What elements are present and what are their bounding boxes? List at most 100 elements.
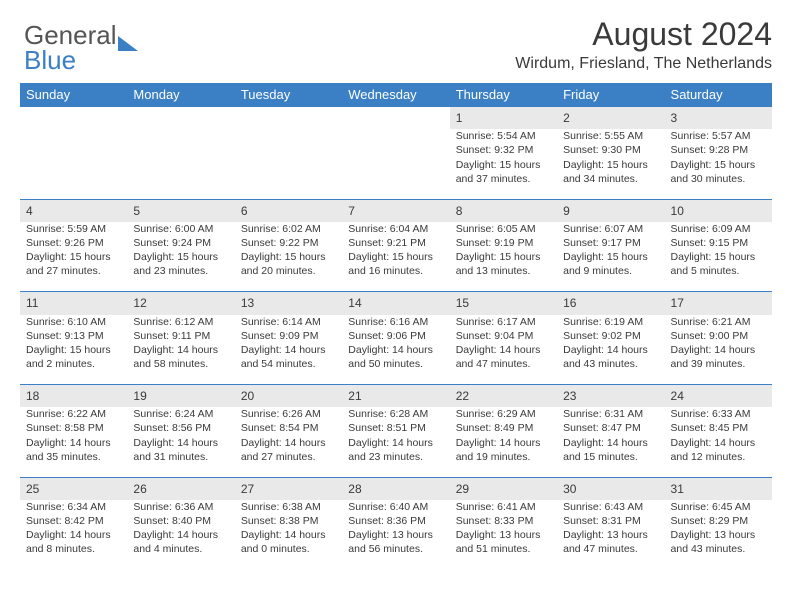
day-number-cell [20, 107, 127, 130]
daylight-line: Daylight: 13 hours and 51 minutes. [456, 528, 551, 556]
day-number-cell: 14 [342, 292, 449, 315]
sunset-line: Sunset: 9:24 PM [133, 236, 228, 250]
calendar-table: SundayMondayTuesdayWednesdayThursdayFrid… [20, 83, 772, 570]
day-detail-cell: Sunrise: 6:43 AMSunset: 8:31 PMDaylight:… [557, 500, 664, 570]
day-detail-cell: Sunrise: 6:04 AMSunset: 9:21 PMDaylight:… [342, 222, 449, 292]
sunrise-line: Sunrise: 6:16 AM [348, 315, 443, 329]
day-header: Saturday [665, 83, 772, 107]
daylight-line: Daylight: 15 hours and 20 minutes. [241, 250, 336, 278]
day-detail-cell: Sunrise: 5:55 AMSunset: 9:30 PMDaylight:… [557, 129, 664, 199]
month-title: August 2024 [515, 16, 772, 53]
daylight-line: Daylight: 14 hours and 43 minutes. [563, 343, 658, 371]
day-number-row: 45678910 [20, 199, 772, 222]
sunset-line: Sunset: 8:36 PM [348, 514, 443, 528]
daylight-line: Daylight: 15 hours and 37 minutes. [456, 158, 551, 186]
daylight-line: Daylight: 15 hours and 27 minutes. [26, 250, 121, 278]
sunset-line: Sunset: 8:49 PM [456, 421, 551, 435]
sunrise-line: Sunrise: 6:10 AM [26, 315, 121, 329]
sunset-line: Sunset: 8:40 PM [133, 514, 228, 528]
day-detail-cell: Sunrise: 6:12 AMSunset: 9:11 PMDaylight:… [127, 315, 234, 385]
day-detail-row: Sunrise: 6:10 AMSunset: 9:13 PMDaylight:… [20, 315, 772, 385]
day-number-cell: 16 [557, 292, 664, 315]
daylight-line: Daylight: 14 hours and 47 minutes. [456, 343, 551, 371]
day-number-cell: 7 [342, 199, 449, 222]
day-number-cell: 4 [20, 199, 127, 222]
sunrise-line: Sunrise: 5:57 AM [671, 129, 766, 143]
day-of-week-row: SundayMondayTuesdayWednesdayThursdayFrid… [20, 83, 772, 107]
day-header: Thursday [450, 83, 557, 107]
day-detail-row: Sunrise: 6:22 AMSunset: 8:58 PMDaylight:… [20, 407, 772, 477]
day-number-cell: 30 [557, 477, 664, 500]
sunset-line: Sunset: 8:54 PM [241, 421, 336, 435]
sunrise-line: Sunrise: 6:45 AM [671, 500, 766, 514]
day-header: Tuesday [235, 83, 342, 107]
day-number-cell: 22 [450, 385, 557, 408]
day-detail-cell: Sunrise: 6:36 AMSunset: 8:40 PMDaylight:… [127, 500, 234, 570]
day-detail-cell: Sunrise: 6:28 AMSunset: 8:51 PMDaylight:… [342, 407, 449, 477]
sunrise-line: Sunrise: 6:34 AM [26, 500, 121, 514]
sunrise-line: Sunrise: 6:31 AM [563, 407, 658, 421]
day-detail-cell: Sunrise: 6:33 AMSunset: 8:45 PMDaylight:… [665, 407, 772, 477]
day-detail-cell: Sunrise: 6:05 AMSunset: 9:19 PMDaylight:… [450, 222, 557, 292]
day-number-cell: 29 [450, 477, 557, 500]
day-detail-cell [127, 129, 234, 199]
daylight-line: Daylight: 14 hours and 0 minutes. [241, 528, 336, 556]
sunrise-line: Sunrise: 6:33 AM [671, 407, 766, 421]
day-number-row: 11121314151617 [20, 292, 772, 315]
calendar-body: 123Sunrise: 5:54 AMSunset: 9:32 PMDaylig… [20, 107, 772, 570]
sunset-line: Sunset: 9:19 PM [456, 236, 551, 250]
day-detail-cell: Sunrise: 6:14 AMSunset: 9:09 PMDaylight:… [235, 315, 342, 385]
sunset-line: Sunset: 8:56 PM [133, 421, 228, 435]
sunset-line: Sunset: 9:28 PM [671, 143, 766, 157]
day-number-cell: 23 [557, 385, 664, 408]
sunrise-line: Sunrise: 6:40 AM [348, 500, 443, 514]
sunset-line: Sunset: 8:31 PM [563, 514, 658, 528]
sunrise-line: Sunrise: 6:14 AM [241, 315, 336, 329]
day-detail-cell: Sunrise: 6:16 AMSunset: 9:06 PMDaylight:… [342, 315, 449, 385]
day-detail-cell: Sunrise: 6:40 AMSunset: 8:36 PMDaylight:… [342, 500, 449, 570]
sunset-line: Sunset: 9:15 PM [671, 236, 766, 250]
day-detail-cell [20, 129, 127, 199]
daylight-line: Daylight: 15 hours and 16 minutes. [348, 250, 443, 278]
daylight-line: Daylight: 14 hours and 12 minutes. [671, 436, 766, 464]
day-number-cell: 3 [665, 107, 772, 130]
sunrise-line: Sunrise: 6:21 AM [671, 315, 766, 329]
sunrise-line: Sunrise: 6:36 AM [133, 500, 228, 514]
day-number-cell: 10 [665, 199, 772, 222]
daylight-line: Daylight: 15 hours and 9 minutes. [563, 250, 658, 278]
sunrise-line: Sunrise: 5:55 AM [563, 129, 658, 143]
sunset-line: Sunset: 9:26 PM [26, 236, 121, 250]
day-number-cell: 27 [235, 477, 342, 500]
sunset-line: Sunset: 9:02 PM [563, 329, 658, 343]
day-number-cell: 2 [557, 107, 664, 130]
sunrise-line: Sunrise: 6:24 AM [133, 407, 228, 421]
day-detail-cell: Sunrise: 6:00 AMSunset: 9:24 PMDaylight:… [127, 222, 234, 292]
title-block: August 2024 Wirdum, Friesland, The Nethe… [515, 16, 772, 73]
sunset-line: Sunset: 8:47 PM [563, 421, 658, 435]
day-header: Wednesday [342, 83, 449, 107]
day-detail-cell: Sunrise: 6:41 AMSunset: 8:33 PMDaylight:… [450, 500, 557, 570]
day-number-cell [342, 107, 449, 130]
sunset-line: Sunset: 9:04 PM [456, 329, 551, 343]
daylight-line: Daylight: 14 hours and 39 minutes. [671, 343, 766, 371]
sunset-line: Sunset: 9:09 PM [241, 329, 336, 343]
day-detail-cell: Sunrise: 5:59 AMSunset: 9:26 PMDaylight:… [20, 222, 127, 292]
daylight-line: Daylight: 15 hours and 2 minutes. [26, 343, 121, 371]
daylight-line: Daylight: 14 hours and 19 minutes. [456, 436, 551, 464]
sunset-line: Sunset: 9:17 PM [563, 236, 658, 250]
sunset-line: Sunset: 9:06 PM [348, 329, 443, 343]
day-number-row: 25262728293031 [20, 477, 772, 500]
daylight-line: Daylight: 15 hours and 34 minutes. [563, 158, 658, 186]
sunrise-line: Sunrise: 6:22 AM [26, 407, 121, 421]
daylight-line: Daylight: 14 hours and 15 minutes. [563, 436, 658, 464]
day-detail-row: Sunrise: 5:59 AMSunset: 9:26 PMDaylight:… [20, 222, 772, 292]
day-detail-cell: Sunrise: 6:02 AMSunset: 9:22 PMDaylight:… [235, 222, 342, 292]
day-number-cell [235, 107, 342, 130]
sunrise-line: Sunrise: 6:00 AM [133, 222, 228, 236]
day-number-cell: 11 [20, 292, 127, 315]
sunrise-line: Sunrise: 5:59 AM [26, 222, 121, 236]
sunset-line: Sunset: 8:33 PM [456, 514, 551, 528]
daylight-line: Daylight: 14 hours and 23 minutes. [348, 436, 443, 464]
daylight-line: Daylight: 14 hours and 35 minutes. [26, 436, 121, 464]
daylight-line: Daylight: 15 hours and 13 minutes. [456, 250, 551, 278]
